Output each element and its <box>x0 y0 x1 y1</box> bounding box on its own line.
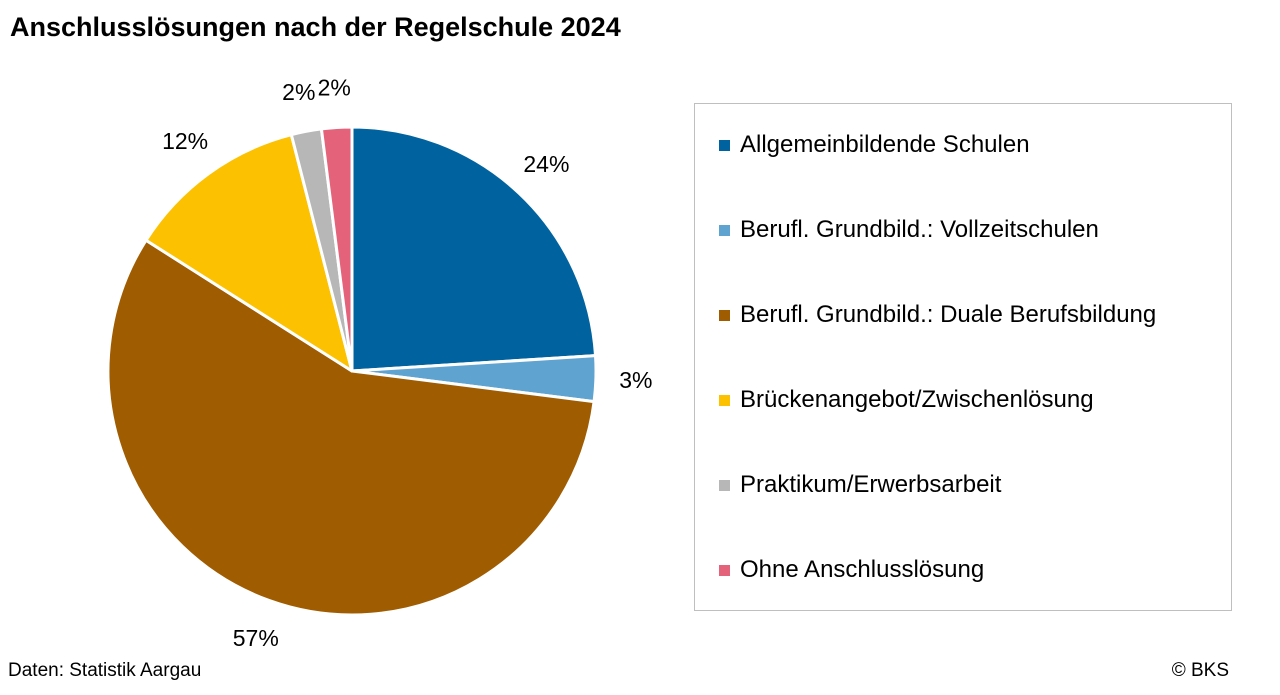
legend-swatch <box>719 309 730 321</box>
legend-swatch <box>719 224 730 236</box>
legend-swatch <box>719 139 730 151</box>
legend-item: Allgemeinbildende Schulen <box>719 131 1030 159</box>
data-label-5: 2% <box>282 79 315 105</box>
legend-label: Brückenangebot/Zwischenlösung <box>740 386 1094 413</box>
legend-swatch <box>719 479 730 491</box>
legend-label: Praktikum/Erwerbsarbeit <box>740 471 1002 498</box>
legend-swatch <box>719 564 730 576</box>
pie-slice-1 <box>350 125 598 373</box>
legend: Allgemeinbildende Schulen Berufl. Grundbi… <box>694 103 1232 611</box>
data-label-2: 3% <box>619 367 652 393</box>
data-label-3: 57% <box>233 625 279 650</box>
copyright: © BKS <box>1171 660 1229 681</box>
legend-label: Allgemeinbildende Schulen <box>740 131 1030 158</box>
chart-title: Anschlusslösungen nach der Regelschule 2… <box>10 12 621 42</box>
data-label-6: 2% <box>318 75 351 101</box>
data-source: Daten: Statistik Aargau <box>8 660 202 681</box>
pie-slice-3 <box>106 238 596 617</box>
data-label-4: 12% <box>162 128 208 154</box>
pie-slice-6 <box>319 125 354 373</box>
pie-slice-4 <box>144 133 354 373</box>
legend-item: Brückenangebot/Zwischenlösung <box>719 386 1094 414</box>
legend-label: Berufl. Grundbild.: Duale Berufsbildung <box>740 301 1157 328</box>
legend-item: Ohne Anschlusslösung <box>719 556 984 584</box>
legend-swatch <box>719 394 730 406</box>
legend-label: Ohne Anschlusslösung <box>740 556 985 583</box>
legend-item: Berufl. Grundbild.: Vollzeitschulen <box>719 216 1099 244</box>
pie-chart: 24% 3% 57% 12% 2% 2% <box>106 75 653 650</box>
legend-item: Praktikum/Erwerbsarbeit <box>719 471 1001 499</box>
legend-item: Berufl. Grundbild.: Duale Berufsbildung <box>719 301 1156 329</box>
legend-label: Berufl. Grundbild.: Vollzeitschulen <box>740 216 1099 243</box>
data-label-1: 24% <box>523 151 569 177</box>
